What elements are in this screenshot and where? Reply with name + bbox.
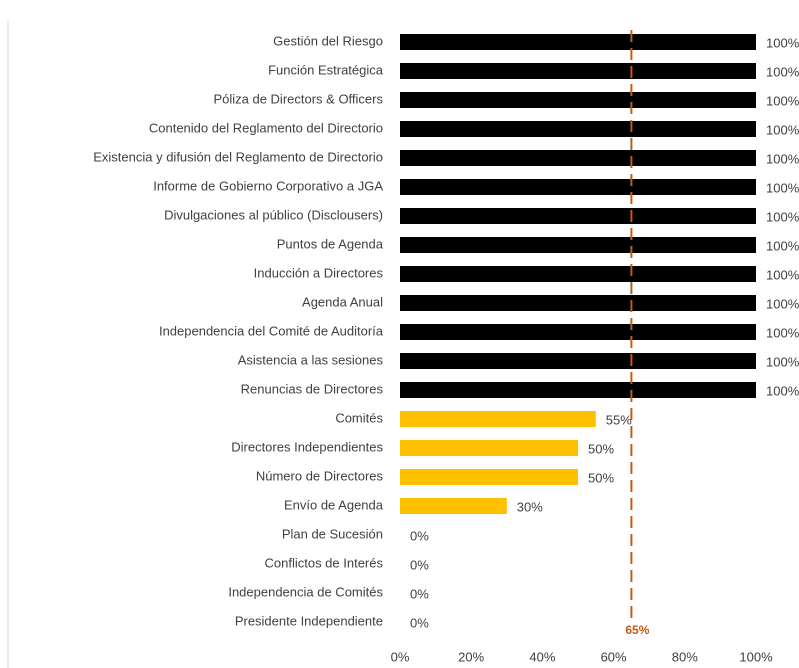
- y-tick-label: Envío de Agenda: [284, 497, 384, 512]
- bar: [400, 411, 596, 427]
- bar: [400, 266, 756, 282]
- data-label: 100%: [766, 209, 799, 224]
- bar: [400, 121, 756, 137]
- data-label: 100%: [766, 325, 799, 340]
- y-tick-label: Informe de Gobierno Corporativo a JGA: [153, 178, 383, 193]
- data-label: 0%: [410, 615, 429, 630]
- data-label: 100%: [766, 93, 799, 108]
- data-label: 100%: [766, 122, 799, 137]
- y-tick-label: Conflictos de Interés: [264, 555, 383, 570]
- bar: [400, 353, 756, 369]
- y-tick-label: Independencia del Comité de Auditoría: [159, 323, 384, 338]
- bar: [400, 295, 756, 311]
- y-tick-label: Asistencia a las sesiones: [238, 352, 384, 367]
- data-label: 100%: [766, 64, 799, 79]
- data-label: 55%: [606, 412, 632, 427]
- y-tick-label: Directores Independientes: [231, 439, 383, 454]
- y-tick-label: Existencia y difusión del Reglamento de …: [93, 149, 383, 164]
- bar: [400, 150, 756, 166]
- bar: [400, 469, 578, 485]
- data-label: 100%: [766, 151, 799, 166]
- bar: [400, 208, 756, 224]
- bar: [400, 440, 578, 456]
- x-tick-label: 0%: [391, 649, 410, 664]
- data-label: 100%: [766, 35, 799, 50]
- y-tick-label: Independencia de Comités: [228, 584, 383, 599]
- x-tick-label: 100%: [739, 649, 773, 664]
- bar: [400, 382, 756, 398]
- bar: [400, 237, 756, 253]
- y-tick-label: Puntos de Agenda: [277, 236, 384, 251]
- y-tick-label: Comités: [335, 410, 383, 425]
- y-tick-label: Contenido del Reglamento del Directorio: [149, 120, 383, 135]
- data-label: 0%: [410, 586, 429, 601]
- data-label: 100%: [766, 180, 799, 195]
- y-tick-label: Presidente Independiente: [235, 613, 383, 628]
- y-tick-label: Plan de Sucesión: [282, 526, 383, 541]
- y-tick-label: Renuncias de Directores: [241, 381, 384, 396]
- x-tick-label: 40%: [529, 649, 555, 664]
- data-label: 0%: [410, 528, 429, 543]
- bar: [400, 92, 756, 108]
- data-label: 30%: [517, 499, 543, 514]
- y-tick-label: Gestión del Riesgo: [273, 33, 383, 48]
- data-label: 50%: [588, 441, 614, 456]
- x-tick-label: 60%: [601, 649, 627, 664]
- y-tick-label: Número de Directores: [256, 468, 384, 483]
- data-label: 100%: [766, 296, 799, 311]
- bar: [400, 34, 756, 50]
- x-tick-label: 80%: [672, 649, 698, 664]
- data-label: 100%: [766, 267, 799, 282]
- data-label: 100%: [766, 383, 799, 398]
- y-tick-label: Póliza de Directors & Officers: [213, 91, 383, 106]
- bar: [400, 324, 756, 340]
- y-tick-label: Inducción a Directores: [254, 265, 384, 280]
- bar: [400, 498, 507, 514]
- data-label: 50%: [588, 470, 614, 485]
- y-tick-label: Divulgaciones al público (Disclousers): [164, 207, 383, 222]
- reference-label: 65%: [625, 623, 649, 637]
- x-tick-label: 20%: [458, 649, 484, 664]
- data-label: 100%: [766, 354, 799, 369]
- data-label: 0%: [410, 557, 429, 572]
- bar: [400, 179, 756, 195]
- data-label: 100%: [766, 238, 799, 253]
- y-tick-label: Agenda Anual: [302, 294, 383, 309]
- bar: [400, 63, 756, 79]
- y-tick-label: Función Estratégica: [268, 62, 384, 77]
